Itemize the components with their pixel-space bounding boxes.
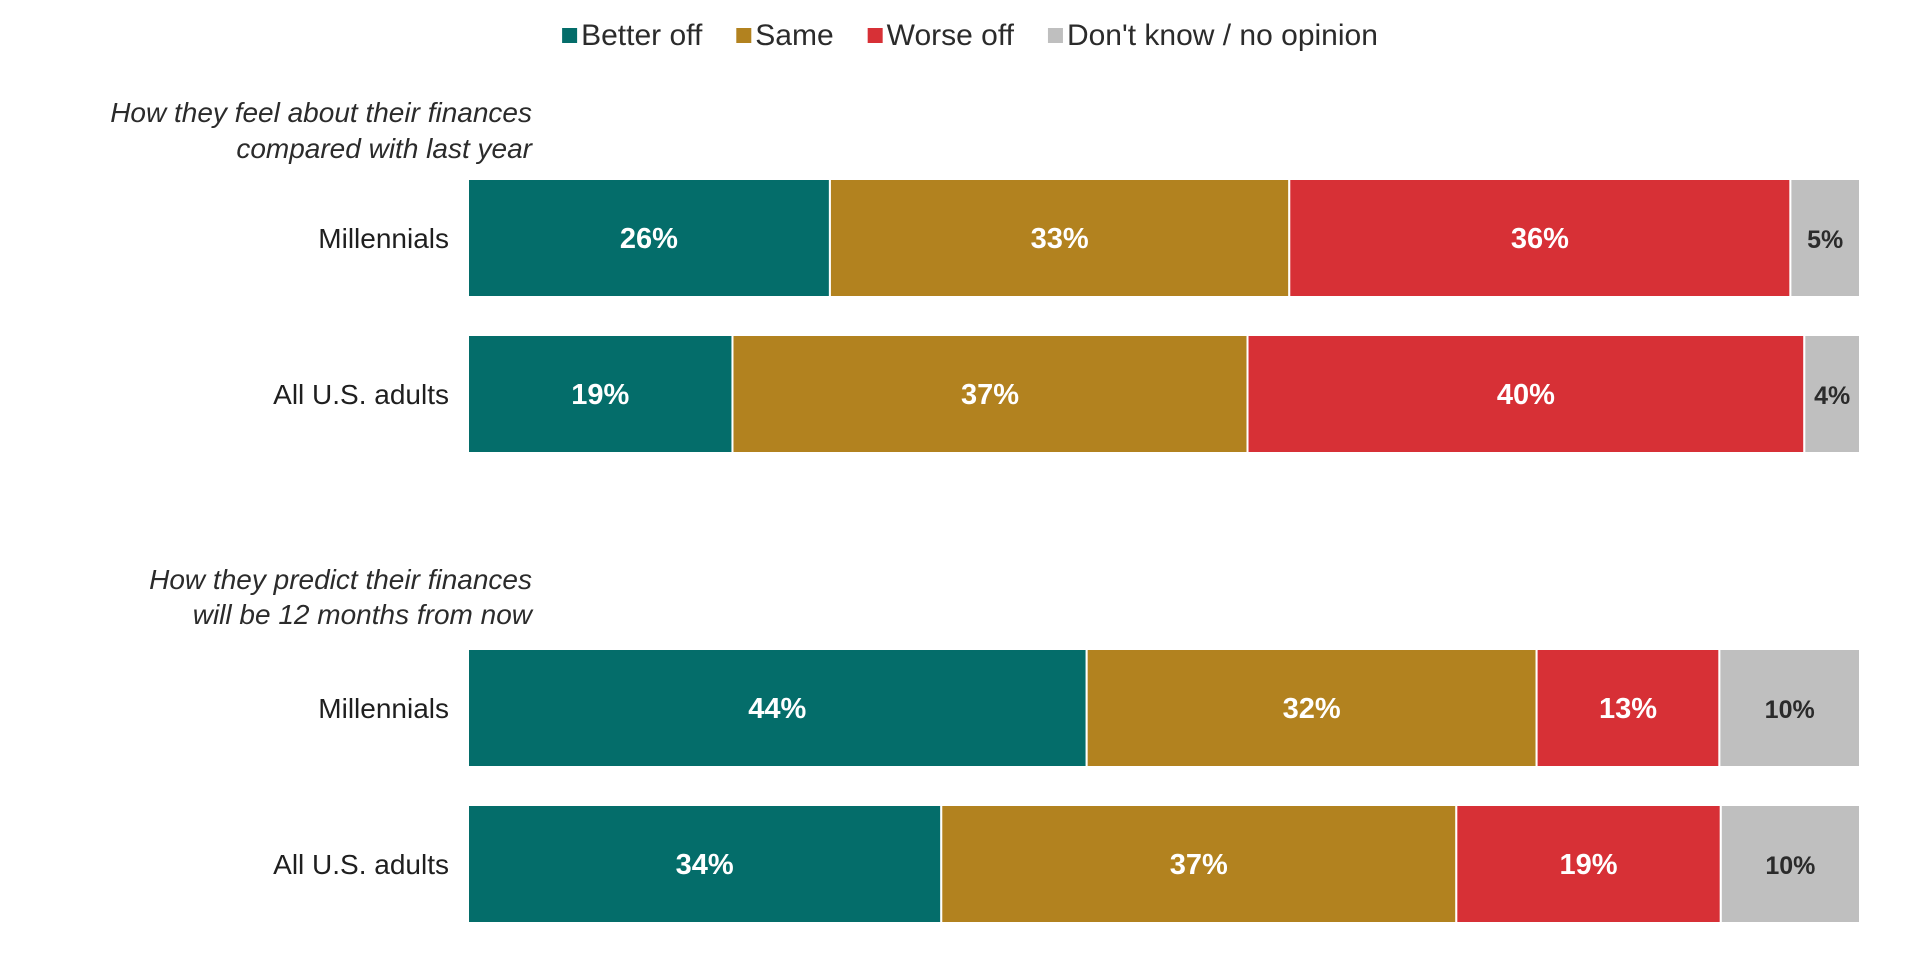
data-label: 26% xyxy=(620,223,678,255)
data-label: 5% xyxy=(1807,226,1843,254)
panel-title-line: How they feel about their finances xyxy=(110,97,532,128)
panel-title-line: compared with last year xyxy=(236,133,533,164)
row-label: Millennials xyxy=(318,223,449,254)
legend-label: Same xyxy=(755,19,833,52)
data-label: 19% xyxy=(1560,849,1618,881)
bar-segment-don-t-know-no-opinion xyxy=(1789,178,1862,298)
panel-title-line: will be 12 months from now xyxy=(193,599,534,630)
data-label: 37% xyxy=(1170,849,1228,881)
legend-swatch xyxy=(736,28,752,43)
legend-item-better-off: Better off xyxy=(562,19,703,52)
data-label: 44% xyxy=(748,693,806,725)
bar-segment-don-t-know-no-opinion xyxy=(1718,648,1861,768)
data-label: 37% xyxy=(961,379,1019,411)
panel-2: How they predict their finances will be 1… xyxy=(149,564,1862,924)
panel-1: How they feel about their finances compar… xyxy=(110,97,1862,454)
bar-segment-same xyxy=(828,178,1291,298)
bar-row-all-u-s-adults: All U.S. adults 19% 37% 40% 4% xyxy=(273,334,1861,454)
data-label: 10% xyxy=(1765,852,1815,880)
data-label: 32% xyxy=(1283,693,1341,725)
bar-row-millennials: Millennials 26% 33% 36% 5% xyxy=(318,178,1862,298)
legend-item-don-t-know-no-opinion: Don't know / no opinion xyxy=(1047,19,1378,52)
bar-segment-same xyxy=(1085,648,1538,768)
legend-swatch xyxy=(1047,28,1063,43)
bar-segment-better-off xyxy=(467,178,831,298)
panel-title-line: How they predict their finances xyxy=(149,564,532,595)
bar-segment-worse-off xyxy=(1246,334,1806,454)
data-label: 4% xyxy=(1814,382,1850,410)
bar-segment-same xyxy=(731,334,1249,454)
legend-label: Don't know / no opinion xyxy=(1067,19,1378,52)
bar-row-all-u-s-adults: All U.S. adults 34% 37% 19% 10% xyxy=(273,804,1862,924)
bar-segment-better-off xyxy=(467,804,943,924)
bar-segment-don-t-know-no-opinion xyxy=(1719,804,1862,924)
data-label: 10% xyxy=(1765,696,1815,724)
legend-label: Better off xyxy=(581,19,703,52)
row-label: Millennials xyxy=(318,693,449,724)
data-label: 33% xyxy=(1031,223,1089,255)
legend: Better off Same Worse off Don't know / no o… xyxy=(562,19,1378,52)
chart-panels: How they feel about their finances compar… xyxy=(110,97,1862,924)
bar-segment-better-off xyxy=(467,334,734,454)
bar-segment-don-t-know-no-opinion xyxy=(1803,334,1861,454)
bar-segment-better-off xyxy=(467,648,1088,768)
data-label: 34% xyxy=(676,849,734,881)
legend-label: Worse off xyxy=(887,19,1015,52)
row-label: All U.S. adults xyxy=(273,379,449,410)
data-label: 36% xyxy=(1511,223,1569,255)
data-label: 40% xyxy=(1497,379,1555,411)
bar-row-millennials: Millennials 44% 32% 13% 10% xyxy=(318,648,1861,768)
legend-item-same: Same xyxy=(736,19,834,52)
legend-swatch xyxy=(562,28,578,43)
legend-swatch xyxy=(867,28,883,43)
legend-item-worse-off: Worse off xyxy=(867,19,1015,52)
data-label: 13% xyxy=(1599,693,1657,725)
bar-segment-same xyxy=(940,804,1458,924)
data-label: 19% xyxy=(571,379,629,411)
bar-segment-worse-off xyxy=(1288,178,1792,298)
row-label: All U.S. adults xyxy=(273,849,449,880)
